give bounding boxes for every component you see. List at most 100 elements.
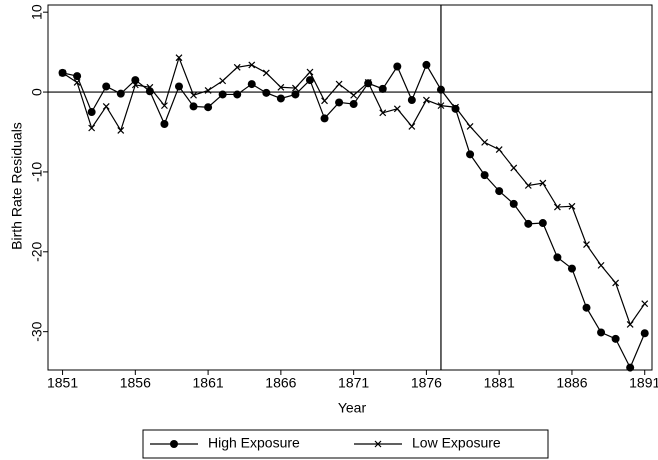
data-point <box>161 102 168 110</box>
data-point <box>320 114 329 123</box>
data-point <box>102 82 111 91</box>
data-point <box>117 126 125 134</box>
data-point <box>174 82 183 91</box>
legend-label: Low Exposure <box>412 435 501 451</box>
x-tick-label: 1866 <box>265 375 296 391</box>
x-tick-label: 1851 <box>47 375 78 391</box>
data-point <box>175 54 183 62</box>
data-point <box>291 90 300 99</box>
data-point <box>379 109 387 117</box>
data-point <box>582 303 591 312</box>
data-point <box>539 179 547 187</box>
data-point <box>87 108 96 117</box>
y-axis-label: Birth Rate Residuals <box>9 122 25 250</box>
data-point <box>160 120 169 129</box>
data-point <box>509 199 518 208</box>
data-point <box>102 103 110 110</box>
data-point <box>538 219 547 228</box>
data-point <box>219 77 227 85</box>
data-point <box>495 146 503 153</box>
x-tick-label: 1856 <box>120 375 151 391</box>
data-point <box>480 171 489 180</box>
data-point <box>305 76 314 85</box>
data-point <box>233 90 242 99</box>
data-point <box>524 219 533 228</box>
data-point <box>321 97 328 105</box>
data-point <box>335 80 343 88</box>
data-point <box>524 182 532 189</box>
data-point <box>291 84 299 92</box>
y-tick-label: 10 <box>29 4 45 20</box>
x-tick-label: 1886 <box>556 375 587 391</box>
y-tick-label: 0 <box>29 88 45 96</box>
data-point <box>466 150 475 159</box>
data-point <box>437 102 445 110</box>
data-point <box>567 264 576 273</box>
data-point <box>583 241 590 249</box>
data-point <box>626 363 635 372</box>
data-point <box>408 122 416 130</box>
data-point <box>481 138 489 146</box>
data-point <box>248 61 256 69</box>
data-point <box>276 94 285 103</box>
data-point <box>204 103 213 112</box>
data-point <box>611 334 620 343</box>
data-point <box>262 69 270 77</box>
data-point <box>88 124 96 132</box>
data-point <box>466 122 474 130</box>
data-point <box>495 187 504 196</box>
data-point <box>568 202 576 210</box>
data-point <box>553 203 561 211</box>
data-point <box>626 321 634 328</box>
data-point <box>233 63 241 71</box>
data-point <box>73 79 81 86</box>
x-tick-label: 1871 <box>338 375 369 391</box>
x-tick-label: 1876 <box>411 375 442 391</box>
data-point <box>189 102 198 111</box>
data-point <box>116 89 125 98</box>
data-point <box>597 328 606 337</box>
data-point <box>59 69 66 77</box>
legend-marker <box>170 440 178 448</box>
x-tick-label: 1891 <box>629 375 658 391</box>
data-point <box>640 329 649 338</box>
data-point <box>510 164 518 172</box>
y-tick-label: -20 <box>29 241 45 261</box>
data-point <box>306 68 314 76</box>
data-point <box>393 62 402 71</box>
series-line <box>62 63 646 370</box>
legend-box <box>142 429 549 459</box>
data-point <box>146 83 154 91</box>
data-point <box>393 105 401 113</box>
x-tick-label: 1881 <box>484 375 515 391</box>
data-point <box>335 98 344 107</box>
legend-label: High Exposure <box>208 435 300 451</box>
data-point <box>247 80 256 89</box>
data-point <box>407 96 416 105</box>
legend-marker <box>374 440 382 448</box>
data-point <box>218 90 227 99</box>
data-point <box>553 253 562 262</box>
data-point <box>422 96 430 104</box>
data-point <box>641 300 649 308</box>
data-point <box>73 72 82 81</box>
data-point <box>277 83 285 91</box>
data-point <box>204 87 212 94</box>
y-tick-label: -10 <box>29 162 45 182</box>
x-axis-label: Year <box>338 400 367 416</box>
x-tick-label: 1861 <box>193 375 224 391</box>
data-point <box>131 81 139 89</box>
data-point <box>364 79 372 86</box>
y-tick-label: -30 <box>29 321 45 341</box>
plot-frame <box>47 4 653 371</box>
data-point <box>349 100 358 109</box>
series-line <box>62 55 646 326</box>
data-point <box>378 84 387 93</box>
data-point <box>190 91 197 99</box>
data-point <box>597 261 605 269</box>
data-point <box>350 91 358 99</box>
data-point <box>612 279 620 287</box>
data-point <box>422 60 431 69</box>
data-point <box>452 103 459 111</box>
